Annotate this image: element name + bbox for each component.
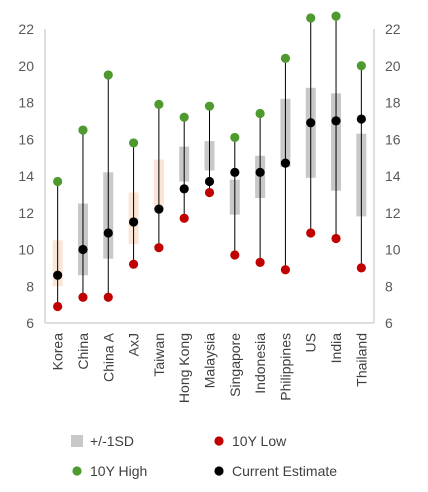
category-label: Singapore bbox=[227, 333, 243, 397]
right-tick-label: 10 bbox=[385, 242, 401, 258]
legend-label: Current Estimate bbox=[232, 463, 337, 479]
current-estimate-point bbox=[53, 270, 63, 280]
right-tick-label: 14 bbox=[385, 168, 401, 184]
current-estimate-point bbox=[78, 244, 88, 255]
left-tick-label: 14 bbox=[18, 168, 34, 184]
ten-year-low-point bbox=[154, 243, 164, 253]
category-label: US bbox=[303, 333, 319, 352]
category-label: India bbox=[328, 333, 344, 364]
ten-year-low-point bbox=[230, 250, 240, 260]
ten-year-high-point bbox=[255, 108, 265, 119]
category-label: Taiwan bbox=[151, 333, 167, 377]
category-label: China bbox=[75, 333, 91, 370]
x-axis: Korea China China A AxJ Taiwan Hong Kong Malay… bbox=[45, 322, 374, 403]
ten-year-low-point bbox=[356, 263, 366, 273]
ten-year-low-point bbox=[204, 187, 215, 198]
right-tick-label: 18 bbox=[385, 95, 401, 111]
ten-year-low-point bbox=[128, 259, 139, 269]
ten-year-low-point bbox=[306, 228, 316, 238]
current-estimate-point bbox=[179, 184, 189, 194]
ten-year-low-point bbox=[179, 213, 189, 223]
ten-year-low-point bbox=[103, 292, 113, 302]
left-y-axis: 6 8 10 12 14 16 18 20 22 bbox=[18, 21, 46, 331]
ten-year-low-point bbox=[53, 301, 63, 312]
right-tick-label: 22 bbox=[385, 21, 401, 37]
legend-marker bbox=[72, 466, 82, 476]
ten-year-high-point bbox=[331, 11, 341, 21]
ten-year-high-point bbox=[78, 125, 88, 135]
legend-marker bbox=[214, 466, 224, 476]
ten-year-high-point bbox=[128, 138, 139, 148]
legend-swatch-sd bbox=[71, 435, 83, 447]
legend-label: 10Y High bbox=[90, 463, 147, 479]
ten-year-low-point bbox=[331, 233, 341, 244]
current-estimate-point bbox=[128, 217, 139, 227]
left-tick-label: 6 bbox=[26, 315, 34, 331]
left-tick-label: 16 bbox=[18, 131, 34, 147]
ten-year-low-point bbox=[78, 292, 88, 302]
current-estimate-point bbox=[356, 114, 366, 124]
legend-label: +/-1SD bbox=[90, 433, 134, 449]
category-label: Philippines bbox=[277, 333, 293, 401]
ten-year-high-point bbox=[204, 101, 215, 111]
left-tick-label: 8 bbox=[26, 278, 34, 294]
current-estimate-point bbox=[154, 204, 164, 214]
right-tick-label: 8 bbox=[385, 278, 393, 294]
left-tick-label: 20 bbox=[18, 58, 34, 74]
ten-year-high-point bbox=[356, 61, 366, 71]
left-tick-label: 22 bbox=[18, 21, 34, 37]
ten-year-high-point bbox=[280, 53, 291, 64]
current-estimate-point bbox=[280, 158, 291, 168]
ten-year-low-point bbox=[255, 257, 265, 267]
ten-year-high-point bbox=[306, 13, 316, 23]
category-label: Korea bbox=[50, 333, 66, 371]
ten-year-high-point bbox=[230, 132, 240, 143]
legend-marker bbox=[214, 436, 224, 446]
plot-area bbox=[52, 11, 367, 312]
right-y-axis: 6 8 10 12 14 16 18 20 22 bbox=[373, 21, 401, 331]
category-label: AxJ bbox=[126, 333, 142, 356]
ten-year-high-point bbox=[53, 176, 63, 187]
ten-year-high-point bbox=[103, 70, 113, 80]
current-estimate-point bbox=[331, 116, 341, 126]
right-tick-label: 6 bbox=[385, 315, 393, 331]
ten-year-low-point bbox=[280, 265, 291, 275]
current-estimate-point bbox=[103, 228, 113, 238]
category-label: Malaysia bbox=[202, 333, 218, 388]
ten-year-high-point bbox=[154, 99, 164, 109]
legend-label: 10Y Low bbox=[232, 433, 287, 449]
category-label: Indonesia bbox=[252, 333, 268, 394]
right-tick-label: 16 bbox=[385, 131, 401, 147]
left-tick-label: 10 bbox=[18, 242, 34, 258]
legend: +/-1SD 10Y Low 10Y High Current Estimate bbox=[71, 433, 337, 479]
ten-year-high-point bbox=[179, 112, 189, 122]
category-label: China A bbox=[100, 332, 116, 382]
right-tick-label: 12 bbox=[385, 205, 401, 221]
left-tick-label: 12 bbox=[18, 205, 34, 221]
current-estimate-point bbox=[255, 167, 265, 177]
category-label: Hong Kong bbox=[176, 333, 192, 403]
right-tick-label: 20 bbox=[385, 58, 401, 74]
current-estimate-point bbox=[306, 118, 316, 128]
category-label: Thailand bbox=[353, 333, 369, 387]
left-tick-label: 18 bbox=[18, 95, 34, 111]
current-estimate-point bbox=[204, 176, 215, 187]
current-estimate-point bbox=[230, 167, 240, 177]
